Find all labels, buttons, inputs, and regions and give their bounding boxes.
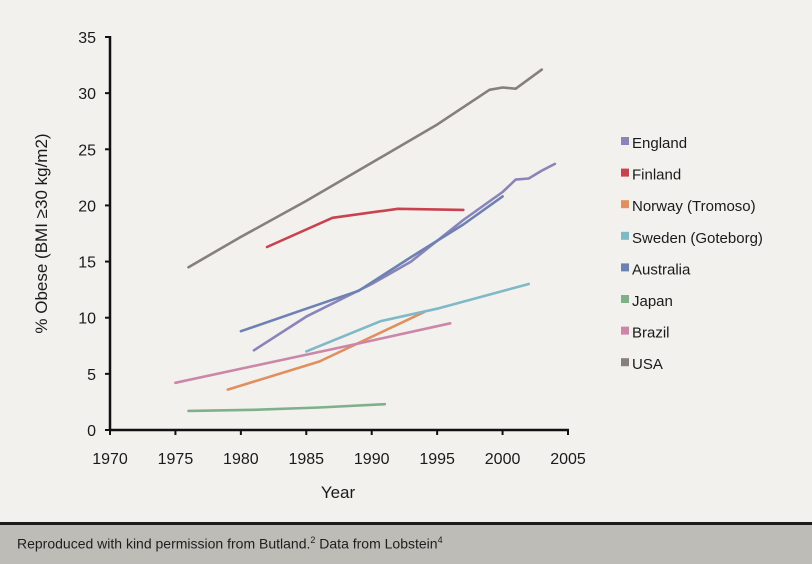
x-tick-label: 2005 [550, 451, 586, 468]
series-line-australia [239, 195, 504, 333]
legend-swatch [621, 168, 629, 177]
x-tick-label: 1985 [288, 451, 324, 468]
y-tick-label: 30 [78, 86, 96, 103]
y-tick-label: 5 [87, 367, 96, 384]
legend-label: Norway (Tromoso) [632, 198, 756, 215]
series-line-sweden-goteborg [305, 282, 530, 353]
legend-swatch [621, 326, 629, 335]
legend-item-usa: USA [621, 356, 663, 373]
ticks-layer: 0 5 10 15 20 25 30 35 1970 1975 1980 1985 1990 1995 20… [78, 30, 586, 468]
series-line-usa [187, 68, 544, 269]
x-axis-title: Year [321, 483, 356, 502]
legend-swatch [621, 358, 629, 367]
series-line-japan [187, 402, 387, 413]
legend-item-finland: Finland [621, 167, 681, 184]
series-line-finland [265, 207, 465, 249]
y-tick-label: 35 [78, 30, 96, 47]
footer-text-part1: Reproduced with kind permission from But… [17, 535, 311, 552]
legend-label: USA [632, 356, 663, 373]
legend-label: England [632, 135, 687, 152]
series-line-norway-tromoso [226, 310, 426, 391]
legend-swatch [621, 200, 629, 209]
footer-ref-4: 4 [437, 535, 443, 545]
footer-text-part2: Data from Lobstein [315, 535, 438, 552]
legend-label: Sweden (Goteborg) [632, 230, 763, 247]
x-tick-label: 2000 [485, 451, 521, 468]
legend-swatch [621, 231, 629, 240]
y-tick-label: 25 [78, 142, 96, 159]
legend-label: Brazil [632, 325, 670, 342]
y-axis-title: % Obese (BMI ≥30 kg/m2) [32, 133, 51, 333]
x-tick-label: 1990 [354, 451, 390, 468]
footer-caption-bar: Reproduced with kind permission from But… [0, 522, 812, 564]
footer-caption: Reproduced with kind permission from But… [17, 535, 443, 552]
y-tick-label: 15 [78, 255, 96, 272]
obesity-line-chart: 0 5 10 15 20 25 30 35 1970 1975 1980 1985 1990 1995 20… [32, 30, 763, 502]
legend-item-sweden-goteborg: Sweden (Goteborg) [621, 230, 763, 247]
x-tick-label: 1975 [158, 451, 194, 468]
x-tick-label: 1970 [92, 451, 128, 468]
series-line-england [252, 162, 557, 352]
footer-ref-2: 2 [310, 535, 316, 545]
y-tick-label: 10 [78, 311, 96, 328]
legend-item-england: England [621, 135, 687, 152]
legend: England Finland Norway (Tromoso) Sweden (Go… [621, 135, 763, 373]
legend-label: Finland [632, 167, 681, 184]
legend-item-australia: Australia [621, 261, 691, 278]
y-tick-label: 0 [87, 423, 96, 440]
legend-swatch [621, 263, 629, 272]
series-line-brazil [174, 322, 452, 385]
legend-item-norway-tromoso: Norway (Tromoso) [621, 198, 756, 215]
axes-layer [108, 36, 569, 432]
x-tick-label: 1980 [223, 451, 259, 468]
series-layer [174, 68, 557, 413]
legend-label: Australia [632, 261, 691, 278]
y-tick-label: 20 [78, 198, 96, 215]
legend-swatch [621, 137, 629, 145]
legend-label: Japan [632, 293, 673, 310]
legend-item-japan: Japan [621, 293, 673, 310]
legend-item-brazil: Brazil [621, 325, 670, 342]
legend-swatch [621, 295, 629, 303]
x-tick-label: 1995 [419, 451, 455, 468]
